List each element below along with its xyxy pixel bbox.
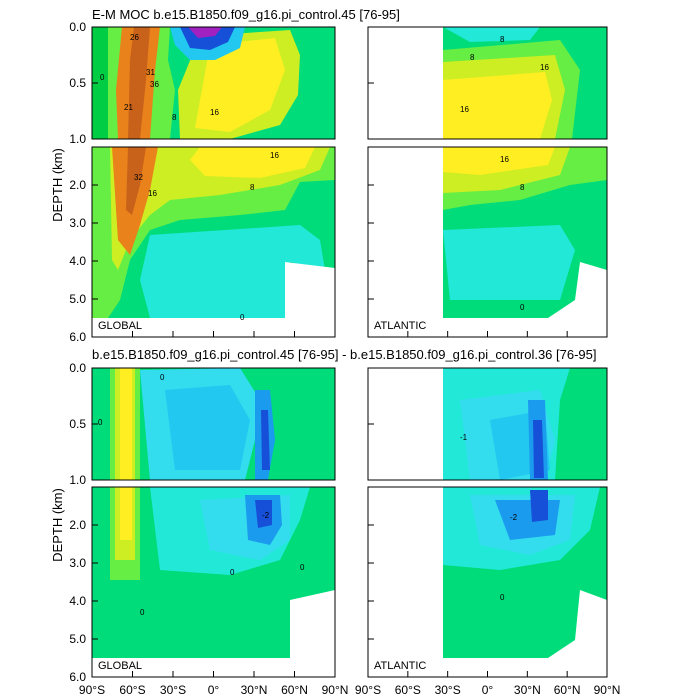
fill-bl-deep-blue-core xyxy=(261,410,270,470)
x-tick-label: 30°S xyxy=(160,683,186,697)
y-tick-label: 6.0 xyxy=(69,670,86,684)
y-tick-label: 2.0 xyxy=(69,518,86,532)
contour-label: 0 xyxy=(100,73,105,82)
fill-bl-lower-yellow xyxy=(120,487,132,540)
contour-label: 0 xyxy=(500,593,505,602)
fill-bl-floor-mask xyxy=(290,590,335,677)
panel-bottom-right: ATLANTIC -1 -2 0 xyxy=(367,367,608,678)
contour-label: -2 xyxy=(510,513,518,522)
x-tick-label: 30°S xyxy=(435,683,461,697)
fill-bl-lower-deep-blue xyxy=(255,500,272,528)
fill-br-deep-blue-core xyxy=(533,420,544,478)
x-tick-label: 90°S xyxy=(79,683,105,697)
contour-label: 0 xyxy=(140,608,145,617)
figure-title-bottom: b.e15.B1850.f09_g16.pi_control.45 [76-95… xyxy=(92,347,597,362)
contour-label: 8 xyxy=(470,53,475,62)
fill-bl-yellow-column xyxy=(120,368,132,480)
fill-tl-yellow xyxy=(195,38,285,132)
x-tick-label: 0° xyxy=(482,683,494,697)
y-tick-label: 0.0 xyxy=(69,20,86,34)
contour-label: 32 xyxy=(134,173,143,182)
y-tick-label: 5.0 xyxy=(69,292,86,306)
fill-tr-top-cyan xyxy=(443,27,540,42)
y-tick-label: 6.0 xyxy=(69,330,86,344)
fill-tl-bottom-mask xyxy=(92,318,285,337)
contour-label: -1 xyxy=(460,433,468,442)
contour-label: 16 xyxy=(270,151,279,160)
contour-label: 0 xyxy=(240,313,245,322)
y-tick-label: 3.0 xyxy=(69,556,86,570)
contour-label: 16 xyxy=(500,155,509,164)
x-tick-label: 90°N xyxy=(594,683,621,697)
contour-label: 36 xyxy=(150,80,159,89)
y-tick-label: 1.0 xyxy=(69,132,86,146)
contour-label: 8 xyxy=(250,183,255,192)
y-tick-label: 2.0 xyxy=(69,178,86,192)
y-tick-label: 0.0 xyxy=(69,361,86,375)
contour-label: 0 xyxy=(520,303,525,312)
y-tick-label: 0.5 xyxy=(69,76,86,90)
y-tick-label: 1.0 xyxy=(69,473,86,487)
fill-tl-green-edge xyxy=(92,27,108,139)
y-tick-label: 4.0 xyxy=(69,594,86,608)
x-tick-label: 30°N xyxy=(241,683,268,697)
fill-tl-lower-dark-orange xyxy=(126,147,146,215)
panel-bl-label: GLOBAL xyxy=(98,660,142,672)
contour-label: 16 xyxy=(540,63,549,72)
fill-bl-bottom-mask xyxy=(92,658,290,677)
panel-top-left: GLOBAL 26 31 36 21 16 8 0 32 16 16 8 0 xyxy=(91,26,336,338)
fill-tl-lower-yellow-green xyxy=(110,147,330,270)
contour-label: 0 xyxy=(98,418,103,427)
fill-br-lower-deep-blue xyxy=(530,490,548,522)
contour-label: 16 xyxy=(148,189,157,198)
x-tick-label: 60°N xyxy=(554,683,581,697)
fill-bl-sky xyxy=(165,385,250,470)
y-axis-label-bottom: DEPTH (km) xyxy=(50,488,65,562)
x-tick-label: 90°S xyxy=(355,683,381,697)
fill-tl-dark-orange-core xyxy=(128,27,150,139)
fill-tr-lower-cyan xyxy=(443,225,575,300)
fill-tl-lower-cyan xyxy=(140,225,325,318)
panel-top-right: ATLANTIC 8 16 16 16 8 8 0 xyxy=(367,26,608,338)
contour-label: -2 xyxy=(262,511,270,520)
fill-tr-yellow xyxy=(443,72,552,139)
contour-label: 0 xyxy=(230,568,235,577)
contour-label: 16 xyxy=(210,108,219,117)
contour-label: 16 xyxy=(460,105,469,114)
axis-tick-layer: 0.0 0.5 1.0 2.0 3.0 4.0 5.0 6.0 0.0 0.5 1.0 2.0 3.0 4… xyxy=(69,20,620,697)
x-tick-label: 0° xyxy=(208,683,220,697)
y-axis-label-top: DEPTH (km) xyxy=(50,148,65,222)
x-tick-label: 30°N xyxy=(514,683,541,697)
y-tick-label: 4.0 xyxy=(69,254,86,268)
x-tick-label: 60°N xyxy=(281,683,308,697)
y-tick-label: 3.0 xyxy=(69,216,86,230)
contour-label: 21 xyxy=(124,103,133,112)
contour-label: 0 xyxy=(160,373,165,382)
contour-label: 26 xyxy=(130,33,139,42)
panel-tr-label: ATLANTIC xyxy=(374,320,426,332)
fill-tl-ocean-floor-mask xyxy=(285,262,335,337)
figure-title-top: E-M MOC b.e15.B1850.f09_g16.pi_control.4… xyxy=(92,7,400,22)
y-tick-label: 0.5 xyxy=(69,417,86,431)
contour-label: 8 xyxy=(500,35,505,44)
fill-tl-purple-core xyxy=(188,27,222,38)
panel-bottom-left: GLOBAL 0 0 -2 0 0 0 xyxy=(91,367,336,678)
panel-tl-label: GLOBAL xyxy=(98,320,142,332)
y-tick-label: 5.0 xyxy=(69,632,86,646)
contour-label: 31 xyxy=(146,68,155,77)
fill-tl-lower-yellow xyxy=(190,147,315,178)
contour-label: 0 xyxy=(300,563,305,572)
panel-br-label: ATLANTIC xyxy=(374,660,426,672)
x-tick-label: 60°S xyxy=(395,683,421,697)
x-tick-label: 60°S xyxy=(119,683,145,697)
contour-label: 8 xyxy=(520,183,525,192)
x-tick-label: 90°N xyxy=(322,683,349,697)
contour-label: 8 xyxy=(172,113,177,122)
fill-tr-lower-yellow xyxy=(443,147,555,175)
